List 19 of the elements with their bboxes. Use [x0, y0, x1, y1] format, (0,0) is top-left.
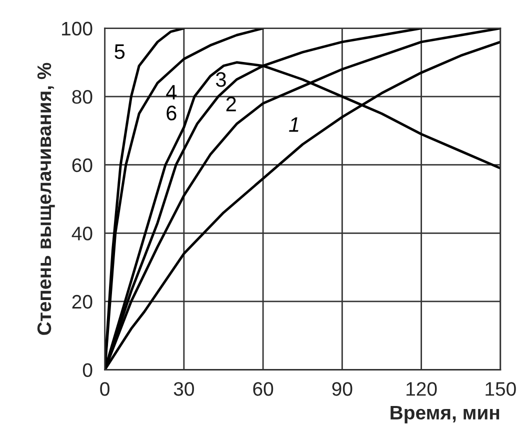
series-label: 6 [166, 106, 176, 120]
y-tick-label: 40 [72, 226, 92, 240]
x-tick-label: 150 [486, 382, 516, 396]
y-tick-label: 60 [72, 158, 92, 172]
y-tick-label: 80 [72, 90, 92, 104]
x-tick-label: 120 [406, 382, 437, 396]
y-tick-label: 20 [72, 294, 92, 309]
y-tick-label: 0 [82, 363, 92, 377]
y-axis-title: Степень выщелачивания, % [37, 62, 55, 335]
x-tick-label: 30 [174, 382, 194, 396]
x-tick-label: 60 [253, 382, 274, 396]
x-tick-label: 0 [100, 382, 110, 396]
series-label: 3 [216, 72, 226, 87]
series-label: 2 [226, 96, 236, 112]
x-axis-title: Время, мин [390, 406, 500, 424]
series-label: 5 [114, 44, 125, 59]
y-tick-label: 100 [62, 22, 92, 36]
series-label: 1 [289, 117, 298, 132]
x-tick-label: 90 [332, 382, 352, 396]
